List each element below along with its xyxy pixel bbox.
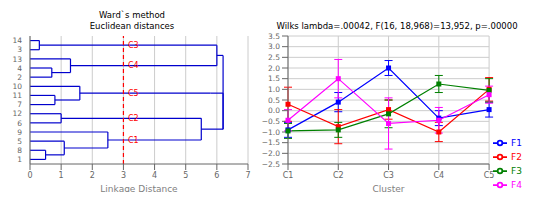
svg-text:3: 3 [17,45,22,54]
svg-text:3: 3 [121,171,126,180]
svg-text:Cluster: Cluster [373,184,405,192]
svg-text:9: 9 [17,128,22,137]
svg-text:13: 13 [12,55,22,64]
svg-text:C4: C4 [433,171,444,180]
html-text:Wilks lambda=.00042, F(16, 18,: Wilks lambda=.00042, F(16, 18,968)=13,95… [276,21,518,31]
svg-text:0.0: 0.0 [268,106,280,115]
svg-text:4: 4 [152,171,157,180]
html-text:F2: F2 [511,151,522,162]
svg-text:C5: C5 [128,89,139,98]
svg-text:C5: C5 [484,171,495,180]
svg-text:C1: C1 [128,136,139,145]
svg-text:7: 7 [17,100,22,109]
svg-text:−1.5: −1.5 [262,138,280,147]
svg-text:11: 11 [12,91,22,100]
html-text:Ward`s method: Ward`s method [99,10,165,20]
svg-text:−2.5: −2.5 [262,160,280,169]
svg-text:C3: C3 [128,41,139,50]
svg-text:−0.5: −0.5 [262,117,280,126]
svg-text:7: 7 [245,171,250,180]
svg-text:12: 12 [12,109,22,118]
html-text:F4: F4 [511,179,522,190]
svg-text:0: 0 [27,171,32,180]
html-text:Euclidean distances: Euclidean distances [89,21,175,31]
svg-text:1.5: 1.5 [268,74,280,83]
svg-text:C1: C1 [283,171,294,180]
svg-text:1: 1 [17,155,22,164]
svg-text:C4: C4 [128,61,139,70]
svg-text:6: 6 [17,119,22,128]
svg-text:3.0: 3.0 [268,42,280,51]
svg-text:3.5: 3.5 [268,32,280,41]
svg-text:5: 5 [183,171,188,180]
html-text:F1: F1 [511,137,522,148]
svg-text:6: 6 [214,171,219,180]
svg-text:10: 10 [12,82,22,91]
svg-text:1: 1 [59,171,64,180]
html-text:F3: F3 [511,165,522,176]
svg-text:2: 2 [17,73,22,82]
svg-text:1.0: 1.0 [268,85,280,94]
svg-text:2: 2 [90,171,95,180]
svg-text:2.5: 2.5 [268,53,280,62]
svg-text:C2: C2 [128,114,139,123]
svg-text:−2.0: −2.0 [262,149,280,158]
svg-text:4: 4 [17,64,22,73]
svg-text:8: 8 [17,146,22,155]
svg-text:2.0: 2.0 [268,64,280,73]
svg-text:−1.0: −1.0 [262,128,280,137]
svg-text:14: 14 [12,36,22,45]
svg-text:0.5: 0.5 [268,96,280,105]
svg-text:5: 5 [17,137,22,146]
svg-text:Linkage Distance: Linkage Distance [100,184,178,192]
svg-text:C3: C3 [383,171,394,180]
svg-text:C2: C2 [333,171,344,180]
